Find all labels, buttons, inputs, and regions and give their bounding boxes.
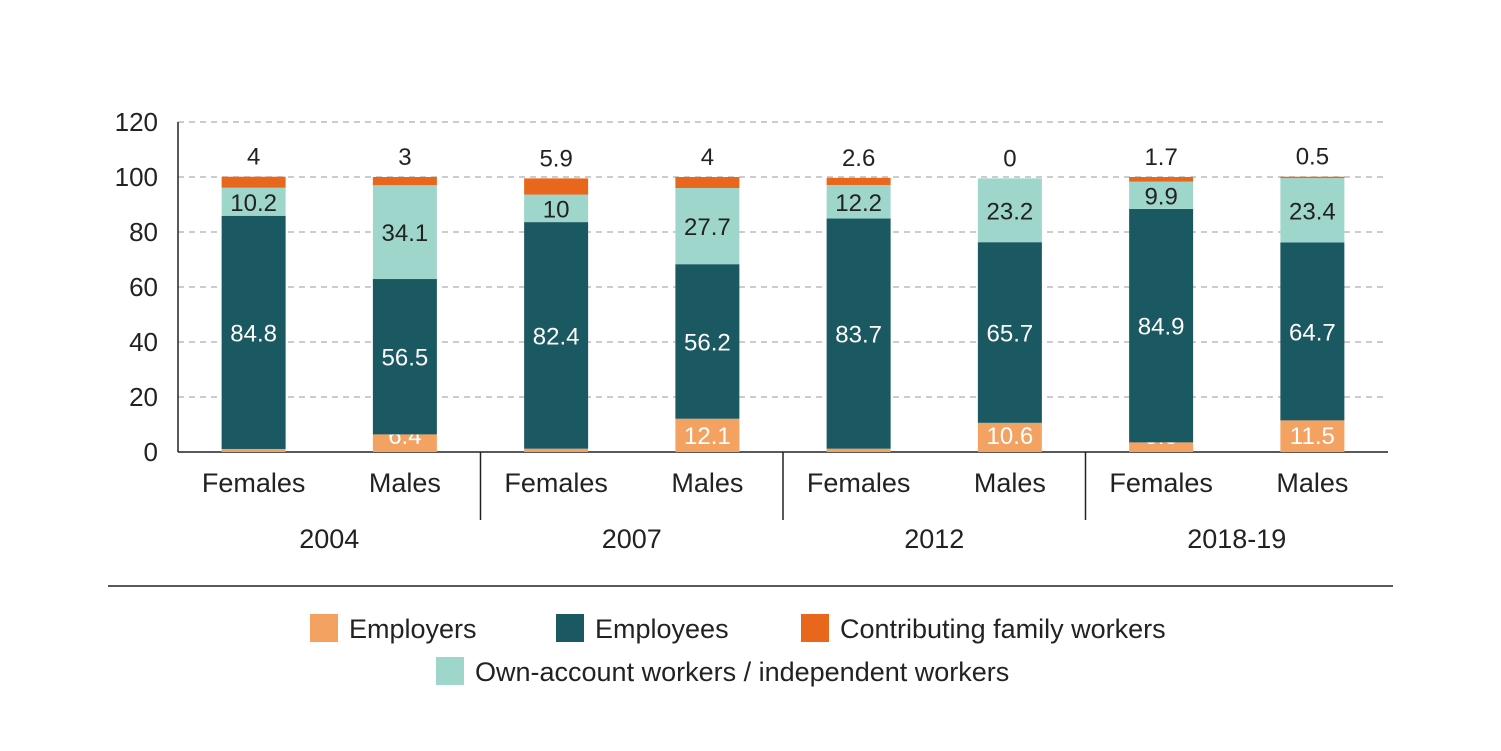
y-tick-label: 40: [129, 327, 158, 357]
data-label: 2.6: [842, 145, 875, 172]
bar-segment-contributing-family-workers: [1129, 177, 1194, 182]
bar-segment-contributing-family-workers: [1280, 176, 1345, 179]
bar-segment-employers: [221, 448, 286, 452]
x-group-label: 2004: [299, 524, 359, 554]
data-label: 84.9: [1138, 314, 1185, 341]
bar-segment-own-account-workers-independent-workers: [1280, 178, 1345, 243]
x-category-label: Males: [974, 468, 1046, 498]
y-tick-label: 80: [129, 217, 158, 247]
bar-segment-employers: [675, 418, 740, 452]
x-category-label: Females: [504, 468, 608, 498]
bar-segment-employers: [372, 434, 437, 452]
x-category-label: Females: [1109, 468, 1213, 498]
bar-segment-contributing-family-workers: [826, 177, 891, 185]
bar-segment-contributing-family-workers: [524, 178, 589, 195]
data-label: 1.7: [1144, 144, 1177, 171]
data-label: 34.1: [382, 220, 429, 247]
bar-segment-employees: [826, 218, 891, 449]
x-category-label: Males: [671, 468, 743, 498]
legend-label: Employers: [349, 614, 477, 644]
legend-swatch: [436, 657, 464, 685]
data-label: 83.7: [835, 322, 882, 349]
data-label: 82.4: [533, 323, 580, 350]
data-label: 4: [247, 144, 260, 171]
bar-segment-employees: [221, 215, 286, 449]
data-label: 12.2: [835, 190, 882, 217]
data-label: 65.7: [987, 321, 1034, 348]
bar-segment-employers: [826, 448, 891, 452]
legend-label: Own-account workers / independent worker…: [475, 657, 1009, 687]
data-label: 0: [1003, 145, 1016, 172]
bar-segment-contributing-family-workers: [675, 177, 740, 188]
data-label: 23.4: [1289, 198, 1336, 225]
legend-label: Contributing family workers: [840, 614, 1166, 644]
data-label: 12.1: [684, 423, 731, 450]
y-tick-label: 0: [144, 437, 158, 467]
bar-segment-contributing-family-workers: [221, 176, 286, 188]
bar-segment-employees: [977, 242, 1042, 423]
legend-swatch: [556, 614, 584, 642]
y-tick-label: 100: [115, 162, 158, 192]
x-group-label: 2007: [602, 524, 662, 554]
bar-segment-employers: [524, 448, 589, 452]
bar-segment-employers: [1129, 442, 1194, 452]
data-label: 10.6: [987, 423, 1034, 450]
bar-segment-employers: [977, 422, 1042, 452]
data-label: 27.7: [684, 214, 731, 241]
bar-segment-own-account-workers-independent-workers: [1129, 181, 1194, 209]
y-tick-label: 120: [115, 107, 158, 137]
bar-segment-employees: [524, 222, 589, 449]
data-label: 5.9: [539, 145, 572, 172]
data-label: 56.5: [382, 345, 429, 372]
legend-swatch: [310, 614, 338, 642]
bar-segment-own-account-workers-independent-workers: [372, 185, 437, 280]
bar-segment-own-account-workers-independent-workers: [221, 187, 286, 216]
data-label: 3: [398, 144, 411, 171]
data-label: 56.2: [684, 329, 731, 356]
data-label: 10: [543, 196, 570, 223]
legend-swatch: [801, 614, 829, 642]
data-label: 10.2: [230, 190, 277, 217]
bar-segment-own-account-workers-independent-workers: [524, 194, 589, 223]
bar-segment-contributing-family-workers: [372, 177, 437, 186]
y-tick-label: 60: [129, 272, 158, 302]
data-label: 23.2: [987, 198, 1034, 225]
x-group-label: 2018-19: [1187, 524, 1286, 554]
data-label: 11.5: [1290, 423, 1335, 450]
legend-label: Employees: [595, 614, 729, 644]
bar-segment-own-account-workers-independent-workers: [675, 188, 740, 265]
x-group-label: 2012: [904, 524, 964, 554]
bar-segment-own-account-workers-independent-workers: [977, 178, 1042, 243]
data-label: 0.5: [1296, 144, 1329, 171]
bar-segment-employees: [675, 264, 740, 419]
data-label: 84.8: [230, 320, 277, 347]
x-category-label: Females: [202, 468, 306, 498]
x-category-label: Males: [369, 468, 441, 498]
bar-segment-employees: [372, 279, 437, 435]
bar-segment-own-account-workers-independent-workers: [826, 184, 891, 219]
y-tick-label: 20: [129, 382, 158, 412]
x-category-label: Females: [807, 468, 911, 498]
data-label: 9.9: [1144, 183, 1177, 210]
bar-segment-employees: [1280, 242, 1345, 421]
x-category-label: Males: [1276, 468, 1348, 498]
data-label: 4: [701, 144, 714, 171]
bar-segment-employers: [1280, 420, 1345, 452]
bar-segment-employees: [1129, 208, 1194, 443]
data-label: 64.7: [1289, 319, 1336, 346]
